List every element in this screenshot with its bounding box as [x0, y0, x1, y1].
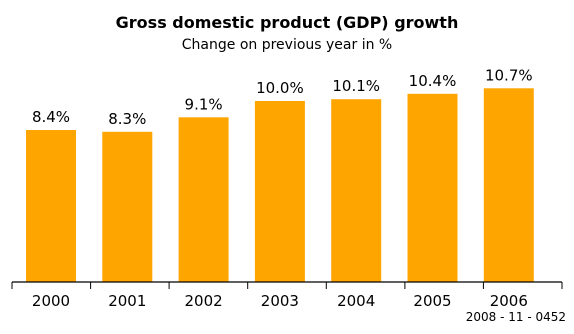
data-label-2001: 8.3% — [108, 110, 146, 128]
bar-2006 — [483, 88, 534, 282]
data-label-2000: 8.4% — [32, 108, 70, 126]
data-label-2006: 10.7% — [485, 66, 533, 84]
data-label-2004: 10.1% — [332, 77, 380, 95]
data-label-2005: 10.4% — [409, 72, 457, 90]
x-tick-label-2005: 2005 — [413, 292, 451, 310]
bar-2002 — [178, 117, 229, 282]
source-code: 2008 - 11 - 0452 — [465, 310, 566, 324]
x-tick-label-2001: 2001 — [108, 292, 146, 310]
chart-subtitle: Change on previous year in % — [181, 37, 393, 53]
x-tick-label-2002: 2002 — [185, 292, 223, 310]
bar-2003 — [254, 101, 305, 282]
x-tick-label-2006: 2006 — [490, 292, 528, 310]
bar-2001 — [102, 131, 153, 282]
chart-title: Gross domestic product (GDP) growth — [115, 13, 459, 32]
x-tick-label-2000: 2000 — [32, 292, 70, 310]
data-label-2003: 10.0% — [256, 79, 304, 97]
x-tick-label-2004: 2004 — [337, 292, 375, 310]
data-label-2002: 9.1% — [185, 95, 223, 113]
bar-2005 — [407, 93, 458, 282]
bar-2004 — [331, 99, 382, 282]
x-tick-label-2003: 2003 — [261, 292, 299, 310]
bar-2000 — [26, 130, 76, 282]
